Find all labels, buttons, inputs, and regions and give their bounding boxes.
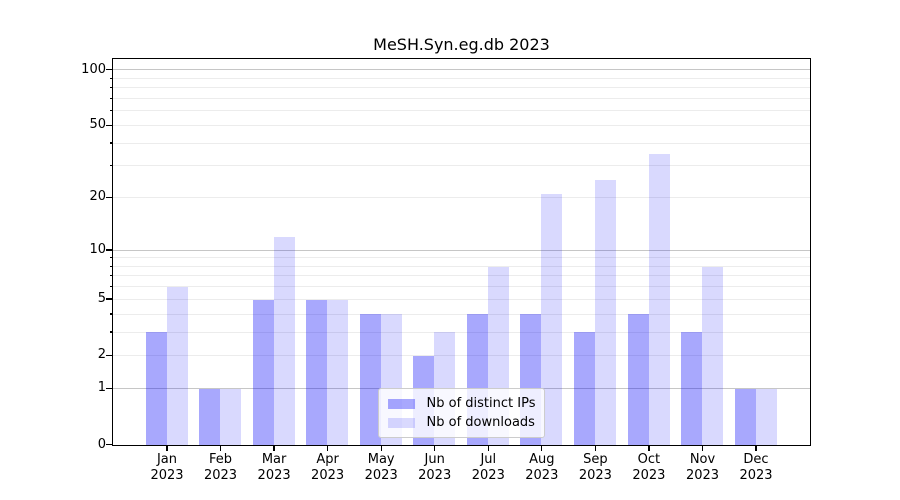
- y-tick-20: [106, 196, 112, 198]
- y-gridline-minor-60: [113, 110, 810, 112]
- x-tick-label-mar: Mar 2023: [257, 452, 291, 483]
- bar-dec-distinct-ips: [734, 388, 756, 445]
- x-tick-label-feb: Feb 2023: [203, 452, 238, 483]
- x-tick-oct: [648, 446, 650, 451]
- y-minor-tick-70: [109, 97, 113, 100]
- x-tick-jul: [487, 446, 489, 451]
- y-tick-10: [106, 249, 112, 251]
- legend-label-downloads: Nb of downloads: [426, 415, 535, 430]
- y-minor-tick-9: [109, 256, 113, 259]
- y-tick-label-1: 1: [97, 380, 106, 396]
- bar-apr-downloads: [327, 299, 349, 445]
- x-tick-label-jan: Jan 2023: [150, 452, 184, 483]
- x-tick-label-dec: Dec 2023: [739, 452, 773, 483]
- y-gridline-minor-70: [113, 98, 810, 99]
- bar-jan-distinct-ips: [145, 332, 167, 445]
- x-tick-label-may: May 2023: [364, 452, 398, 483]
- y-tick-label-5: 5: [97, 291, 106, 307]
- bar-nov-distinct-ips: [681, 332, 703, 445]
- x-tick-aug: [541, 446, 543, 451]
- y-minor-tick-6: [109, 285, 113, 288]
- bar-nov-downloads: [702, 266, 724, 445]
- x-tick-sep: [594, 446, 597, 451]
- y-tick-1: [106, 387, 112, 389]
- x-tick-may: [380, 446, 382, 451]
- chart-title: MeSH.Syn.eg.db 2023: [373, 35, 550, 54]
- y-tick-label-0: 0: [97, 436, 106, 452]
- x-tick-label-jun: Jun 2023: [418, 452, 452, 483]
- legend-item-downloads: Nb of downloads: [387, 413, 536, 432]
- y-gridline-minor-6: [113, 286, 810, 288]
- x-tick-apr: [326, 446, 329, 451]
- y-minor-tick-40: [109, 142, 113, 144]
- y-tick-5: [106, 298, 112, 300]
- y-minor-tick-8: [109, 265, 113, 267]
- x-tick-label-jul: Jul 2023: [471, 452, 505, 483]
- y-minor-tick-7: [109, 275, 113, 277]
- bar-mar-distinct-ips: [252, 299, 274, 445]
- y-tick-50: [106, 124, 112, 126]
- bar-mar-downloads: [273, 236, 295, 445]
- y-gridline-minor-8: [113, 265, 810, 267]
- y-tick-100: [106, 69, 112, 71]
- y-minor-tick-30: [109, 165, 113, 167]
- bar-aug-downloads: [541, 194, 563, 445]
- x-tick-label-aug: Aug 2023: [525, 452, 559, 483]
- legend-swatch-distinct-ips: [387, 398, 415, 409]
- bar-apr-distinct-ips: [306, 299, 328, 445]
- y-gridline-minor-90: [113, 77, 810, 79]
- y-tick-label-50: 50: [89, 117, 106, 133]
- x-tick-label-sep: Sep 2023: [578, 452, 612, 483]
- y-gridline-minor-20: [113, 196, 810, 198]
- y-minor-tick-80: [109, 87, 113, 89]
- y-tick-0: [106, 443, 112, 446]
- y-gridline-minor-9: [113, 257, 810, 259]
- bar-jan-downloads: [166, 287, 188, 445]
- x-tick-mar: [273, 446, 275, 451]
- y-tick-label-2: 2: [97, 347, 106, 363]
- x-tick-jun: [434, 446, 436, 451]
- legend-swatch-downloads: [387, 417, 415, 428]
- plot-area: Nb of distinct IPs Nb of downloads: [112, 58, 811, 446]
- x-tick-label-apr: Apr 2023: [311, 452, 345, 483]
- y-minor-tick-4: [109, 313, 113, 315]
- legend-item-distinct-ips: Nb of distinct IPs: [387, 394, 536, 413]
- bar-feb-downloads: [220, 388, 242, 445]
- bar-may-distinct-ips: [359, 314, 381, 445]
- y-minor-tick-90: [109, 77, 113, 79]
- y-tick-2: [106, 354, 112, 357]
- bar-oct-downloads: [648, 154, 670, 445]
- bar-feb-distinct-ips: [199, 388, 221, 445]
- x-tick-nov: [701, 446, 704, 451]
- y-gridline-major-10: [113, 249, 810, 251]
- y-tick-label-10: 10: [89, 241, 106, 257]
- legend: Nb of distinct IPs Nb of downloads: [377, 388, 546, 438]
- y-gridline-minor-3: [113, 331, 810, 333]
- y-gridline-minor-50: [113, 124, 810, 126]
- bar-sep-downloads: [595, 180, 616, 445]
- y-gridline-minor-80: [113, 87, 810, 89]
- y-gridline-minor-7: [113, 275, 810, 277]
- bar-sep-distinct-ips: [574, 332, 595, 445]
- x-tick-dec: [755, 446, 757, 451]
- y-gridline-major-100: [113, 69, 810, 71]
- x-tick-label-nov: Nov 2023: [685, 452, 720, 483]
- y-gridline-minor-4: [113, 313, 810, 315]
- y-gridline-minor-40: [113, 142, 810, 144]
- x-tick-label-oct: Oct 2023: [632, 452, 666, 483]
- legend-label-distinct-ips: Nb of distinct IPs: [426, 396, 536, 411]
- bar-dec-downloads: [755, 388, 777, 445]
- x-tick-jan: [166, 446, 168, 451]
- y-tick-label-100: 100: [81, 61, 106, 77]
- y-gridline-minor-5: [113, 298, 810, 300]
- y-gridline-minor-30: [113, 165, 810, 167]
- y-minor-tick-3: [109, 331, 113, 333]
- y-tick-label-20: 20: [89, 189, 106, 205]
- x-tick-feb: [219, 446, 222, 451]
- bar-oct-distinct-ips: [627, 314, 649, 445]
- y-gridline-minor-2: [113, 355, 810, 356]
- y-minor-tick-60: [109, 110, 113, 112]
